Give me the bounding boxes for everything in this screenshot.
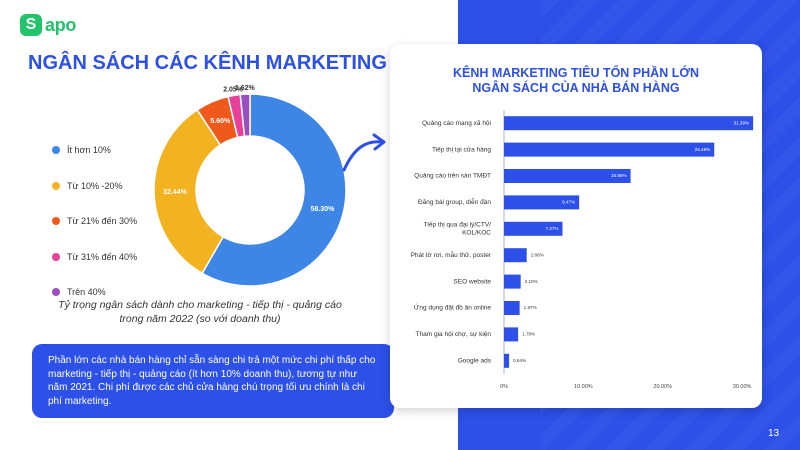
x-tick-label: 30.00% bbox=[733, 384, 752, 390]
donut-data-label: 58.30% bbox=[311, 206, 336, 213]
donut-data-label: 1.62% bbox=[235, 85, 256, 92]
bar-value-label: 2.86% bbox=[531, 252, 544, 257]
logo-mark-icon: S bbox=[20, 14, 42, 36]
category-label: Tiếp thị tại cửa hàng bbox=[432, 144, 491, 153]
caption-line-2: trong năm 2022 (so với doanh thu) bbox=[119, 313, 281, 325]
chart-caption: Tỷ trọng ngân sách dành cho marketing - … bbox=[55, 298, 345, 326]
x-tick-label: 0% bbox=[500, 384, 508, 390]
donut-legend: Ít hơn 10% Từ 10% -20% Từ 21% đến 30% Từ 31… bbox=[52, 138, 137, 316]
bar-value-label: 1.97% bbox=[524, 305, 537, 310]
category-label: KOL/KOC bbox=[462, 230, 491, 237]
category-label: Tiếp thị qua đại lý/CTV/ bbox=[424, 220, 492, 229]
bar bbox=[504, 353, 510, 368]
category-label: Tham gia hội chợ, sự kiện bbox=[416, 331, 492, 338]
bar-value-label: 26.49% bbox=[695, 147, 711, 152]
x-tick-label: 10.00% bbox=[574, 384, 593, 390]
bar bbox=[504, 195, 580, 210]
legend-swatch bbox=[52, 288, 60, 296]
legend-swatch bbox=[52, 217, 60, 225]
bar-chart-title-line-1: KÊNH MARKETING TIÊU TỐN PHẦN LỚN bbox=[452, 66, 700, 80]
category-label: Quảng cáo trên sàn TMĐT bbox=[414, 173, 491, 180]
legend-label: Từ 31% đến 40% bbox=[67, 251, 138, 262]
legend-item: Ít hơn 10% bbox=[52, 138, 137, 162]
bar-value-label: 7.37% bbox=[545, 226, 558, 231]
bar-chart-title: KÊNH MARKETING TIÊU TỐN PHẦN LỚN NGÂN SÁ… bbox=[390, 66, 762, 96]
legend-item: Từ 21% đến 30% bbox=[52, 209, 137, 233]
legend-item: Từ 10% -20% bbox=[52, 174, 137, 198]
summary-note: Phần lớn các nhà bán hàng chỉ sẵn sàng c… bbox=[32, 344, 394, 418]
bar-chart: 0% 10.00% 20.00% 30.00% Quảng cáo mạng xã hộ… bbox=[411, 110, 754, 390]
sapo-logo: S apo bbox=[20, 14, 76, 36]
bar bbox=[504, 116, 754, 131]
page-title: NGÂN SÁCH CÁC KÊNH MARKETING bbox=[28, 52, 387, 74]
donut-slice bbox=[153, 108, 225, 275]
bar-chart-card: KÊNH MARKETING TIÊU TỐN PHẦN LỚN NGÂN SÁ… bbox=[390, 44, 762, 408]
legend-label: Từ 10% -20% bbox=[67, 180, 123, 191]
x-tick-label: 20.00% bbox=[653, 384, 672, 390]
caption-line-1: Tỷ trọng ngân sách dành cho marketing - … bbox=[58, 299, 342, 311]
arrow-icon bbox=[342, 133, 386, 172]
donut-chart: 58.30% 32.44% 5.60% 2.05%1.62% bbox=[153, 85, 347, 287]
donut-data-label: 32.44% bbox=[163, 189, 188, 196]
bar bbox=[504, 142, 715, 157]
legend-label: Từ 21% đến 30% bbox=[67, 216, 138, 226]
bar-value-label: 15.95% bbox=[611, 173, 627, 178]
legend-swatch bbox=[52, 146, 60, 154]
bar-value-label: 2.10% bbox=[525, 279, 538, 284]
legend-item: Trên 40% bbox=[52, 280, 137, 304]
legend-swatch bbox=[52, 181, 60, 190]
bar bbox=[504, 221, 563, 236]
donut-slice bbox=[201, 93, 347, 287]
category-label: Ứng dụng đặt đồ ăn online bbox=[414, 303, 491, 312]
donut-data-label: 5.60% bbox=[210, 118, 231, 125]
category-label: Quảng cáo mạng xã hội bbox=[422, 120, 491, 127]
bar bbox=[504, 248, 527, 263]
bar bbox=[504, 169, 631, 183]
page-number: 13 bbox=[768, 428, 780, 439]
legend-swatch bbox=[52, 252, 60, 261]
category-label: Đăng bài group, diễn đàn bbox=[418, 197, 491, 206]
bar-value-label: 1.78% bbox=[522, 332, 535, 337]
bar bbox=[504, 327, 519, 342]
bar-value-label: 0.64% bbox=[513, 358, 526, 363]
donut-hole bbox=[204, 144, 296, 236]
logo-text: apo bbox=[45, 14, 77, 35]
donut-slice bbox=[239, 93, 251, 138]
category-label: SEO website bbox=[453, 278, 491, 285]
category-label: Google ads bbox=[458, 358, 492, 365]
bar-chart-title-line-2: NGÂN SÁCH CỦA NHÀ BÁN HÀNG bbox=[472, 81, 680, 95]
bar-value-label: 31.39% bbox=[734, 120, 750, 125]
legend-label: Trên 40% bbox=[67, 287, 106, 297]
bar bbox=[504, 274, 521, 289]
donut-data-label: 2.05% bbox=[223, 86, 244, 93]
bar-value-label: 9.47% bbox=[562, 200, 575, 205]
legend-item: Từ 31% đến 40% bbox=[52, 245, 137, 269]
category-label: Phát tờ rơi, mẫu thử, poster bbox=[411, 250, 492, 259]
legend-label: Ít hơn 10% bbox=[67, 145, 111, 155]
bar bbox=[504, 301, 520, 315]
